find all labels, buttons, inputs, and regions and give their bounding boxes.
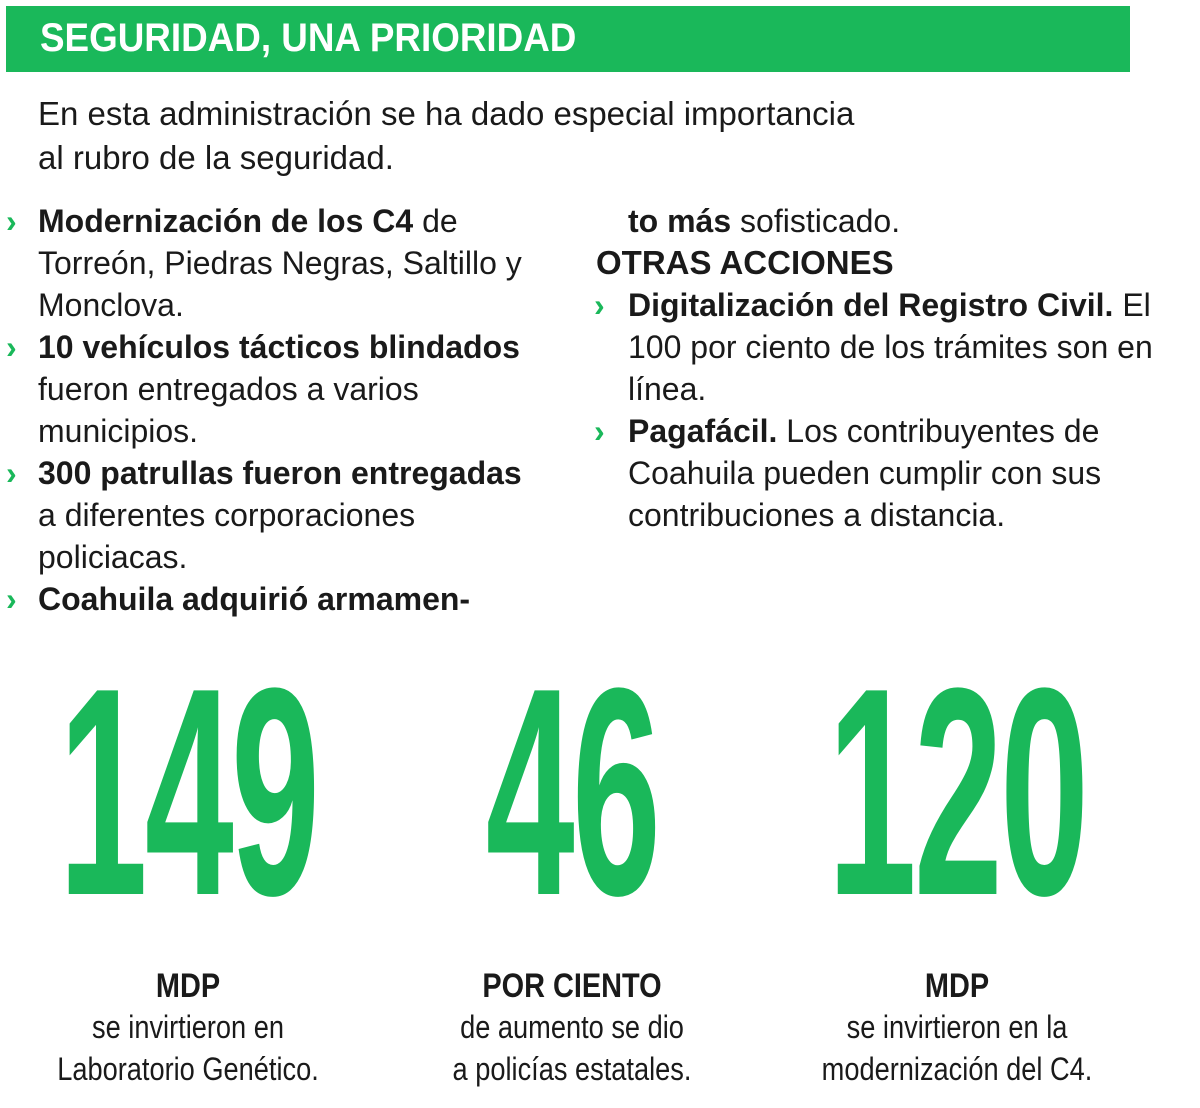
stat-caption: a policías estatales.	[452, 1051, 692, 1087]
item-bold: 300 patrullas fueron entregadas	[38, 455, 522, 491]
stat-unit: POR CIENTO	[482, 967, 662, 1005]
item-bold: Digitalización del Registro Civil.	[628, 287, 1114, 323]
intro-line: al rubro de la seguridad.	[38, 139, 394, 176]
right-column: to más sofisticado. OTRAS ACCIONES › Digi…	[594, 200, 1156, 536]
chevron-right-icon: ›	[594, 287, 605, 323]
item-bold: Coahuila adquirió armamen-	[38, 581, 471, 617]
list-item: › Modernización de los C4 de Torreón, Pie…	[6, 200, 528, 326]
list-item: › Coahuila adquirió armamen-	[6, 578, 528, 620]
stat-value: 46	[485, 626, 661, 957]
title-banner: SEGURIDAD, UNA PRIORIDAD	[6, 6, 1130, 72]
item-bold: to más	[628, 203, 732, 239]
page-title: SEGURIDAD, UNA PRIORIDAD	[40, 16, 577, 60]
item-text: sofisticado.	[731, 203, 901, 239]
list-item: › 300 patrullas fueron entregadas a difer…	[6, 452, 528, 578]
item-text: Los contribuyentes de Coahuila pueden cu…	[628, 413, 1102, 533]
chevron-right-icon: ›	[6, 581, 17, 617]
stat-laboratorio: 149 MDP se invirtieron en Laboratorio Ge…	[8, 622, 368, 1102]
stat-caption: se invirtieron en	[91, 1009, 284, 1045]
stat-caption: modernización del C4.	[821, 1051, 1093, 1087]
item-bold: Modernización de los C4	[38, 203, 414, 239]
list-item: › 10 vehículos tácticos blindados fueron …	[6, 326, 528, 452]
stat-unit: MDP	[155, 967, 221, 1005]
section-heading: OTRAS ACCIONES	[596, 244, 894, 281]
stat-caption: se invirtieron en la	[846, 1009, 1068, 1045]
chevron-right-icon: ›	[6, 203, 17, 239]
stat-value: 120	[827, 626, 1089, 957]
stat-caption: Laboratorio Genético.	[57, 1051, 319, 1087]
stat-value: 149	[58, 626, 320, 957]
item-text: fueron entregados a varios municipios.	[38, 371, 419, 449]
item-bold: 10 vehículos tácticos blindados	[38, 329, 520, 365]
left-column: › Modernización de los C4 de Torreón, Pie…	[6, 200, 528, 620]
item-bold: Pagafácil.	[628, 413, 778, 449]
list-item: › Pagafácil. Los contribuyentes de Coahui…	[594, 410, 1128, 536]
item-text: a diferentes corporaciones policiacas.	[38, 497, 416, 575]
stat-caption: de aumento se dio	[460, 1009, 684, 1045]
item-continuation: to más sofisticado.	[596, 200, 1156, 242]
chevron-right-icon: ›	[6, 455, 17, 491]
chevron-right-icon: ›	[594, 413, 605, 449]
list-item: › Digitalización del Registro Civil. El 1…	[594, 284, 1156, 410]
stat-c4: 120 MDP se invirtieron en la modernizaci…	[777, 622, 1137, 1102]
stat-policias: 46 POR CIENTO de aumento se dio a policí…	[392, 622, 752, 1102]
intro-text: En esta administración se ha dado especi…	[38, 92, 1038, 180]
stat-unit: MDP	[924, 967, 990, 1005]
chevron-right-icon: ›	[6, 329, 17, 365]
item-text: El 100 por ciento de los trámites son en…	[628, 287, 1153, 407]
intro-line: En esta administración se ha dado especi…	[38, 95, 855, 132]
item-text: de Torreón, Piedras Negras, Saltillo y M…	[38, 203, 522, 323]
